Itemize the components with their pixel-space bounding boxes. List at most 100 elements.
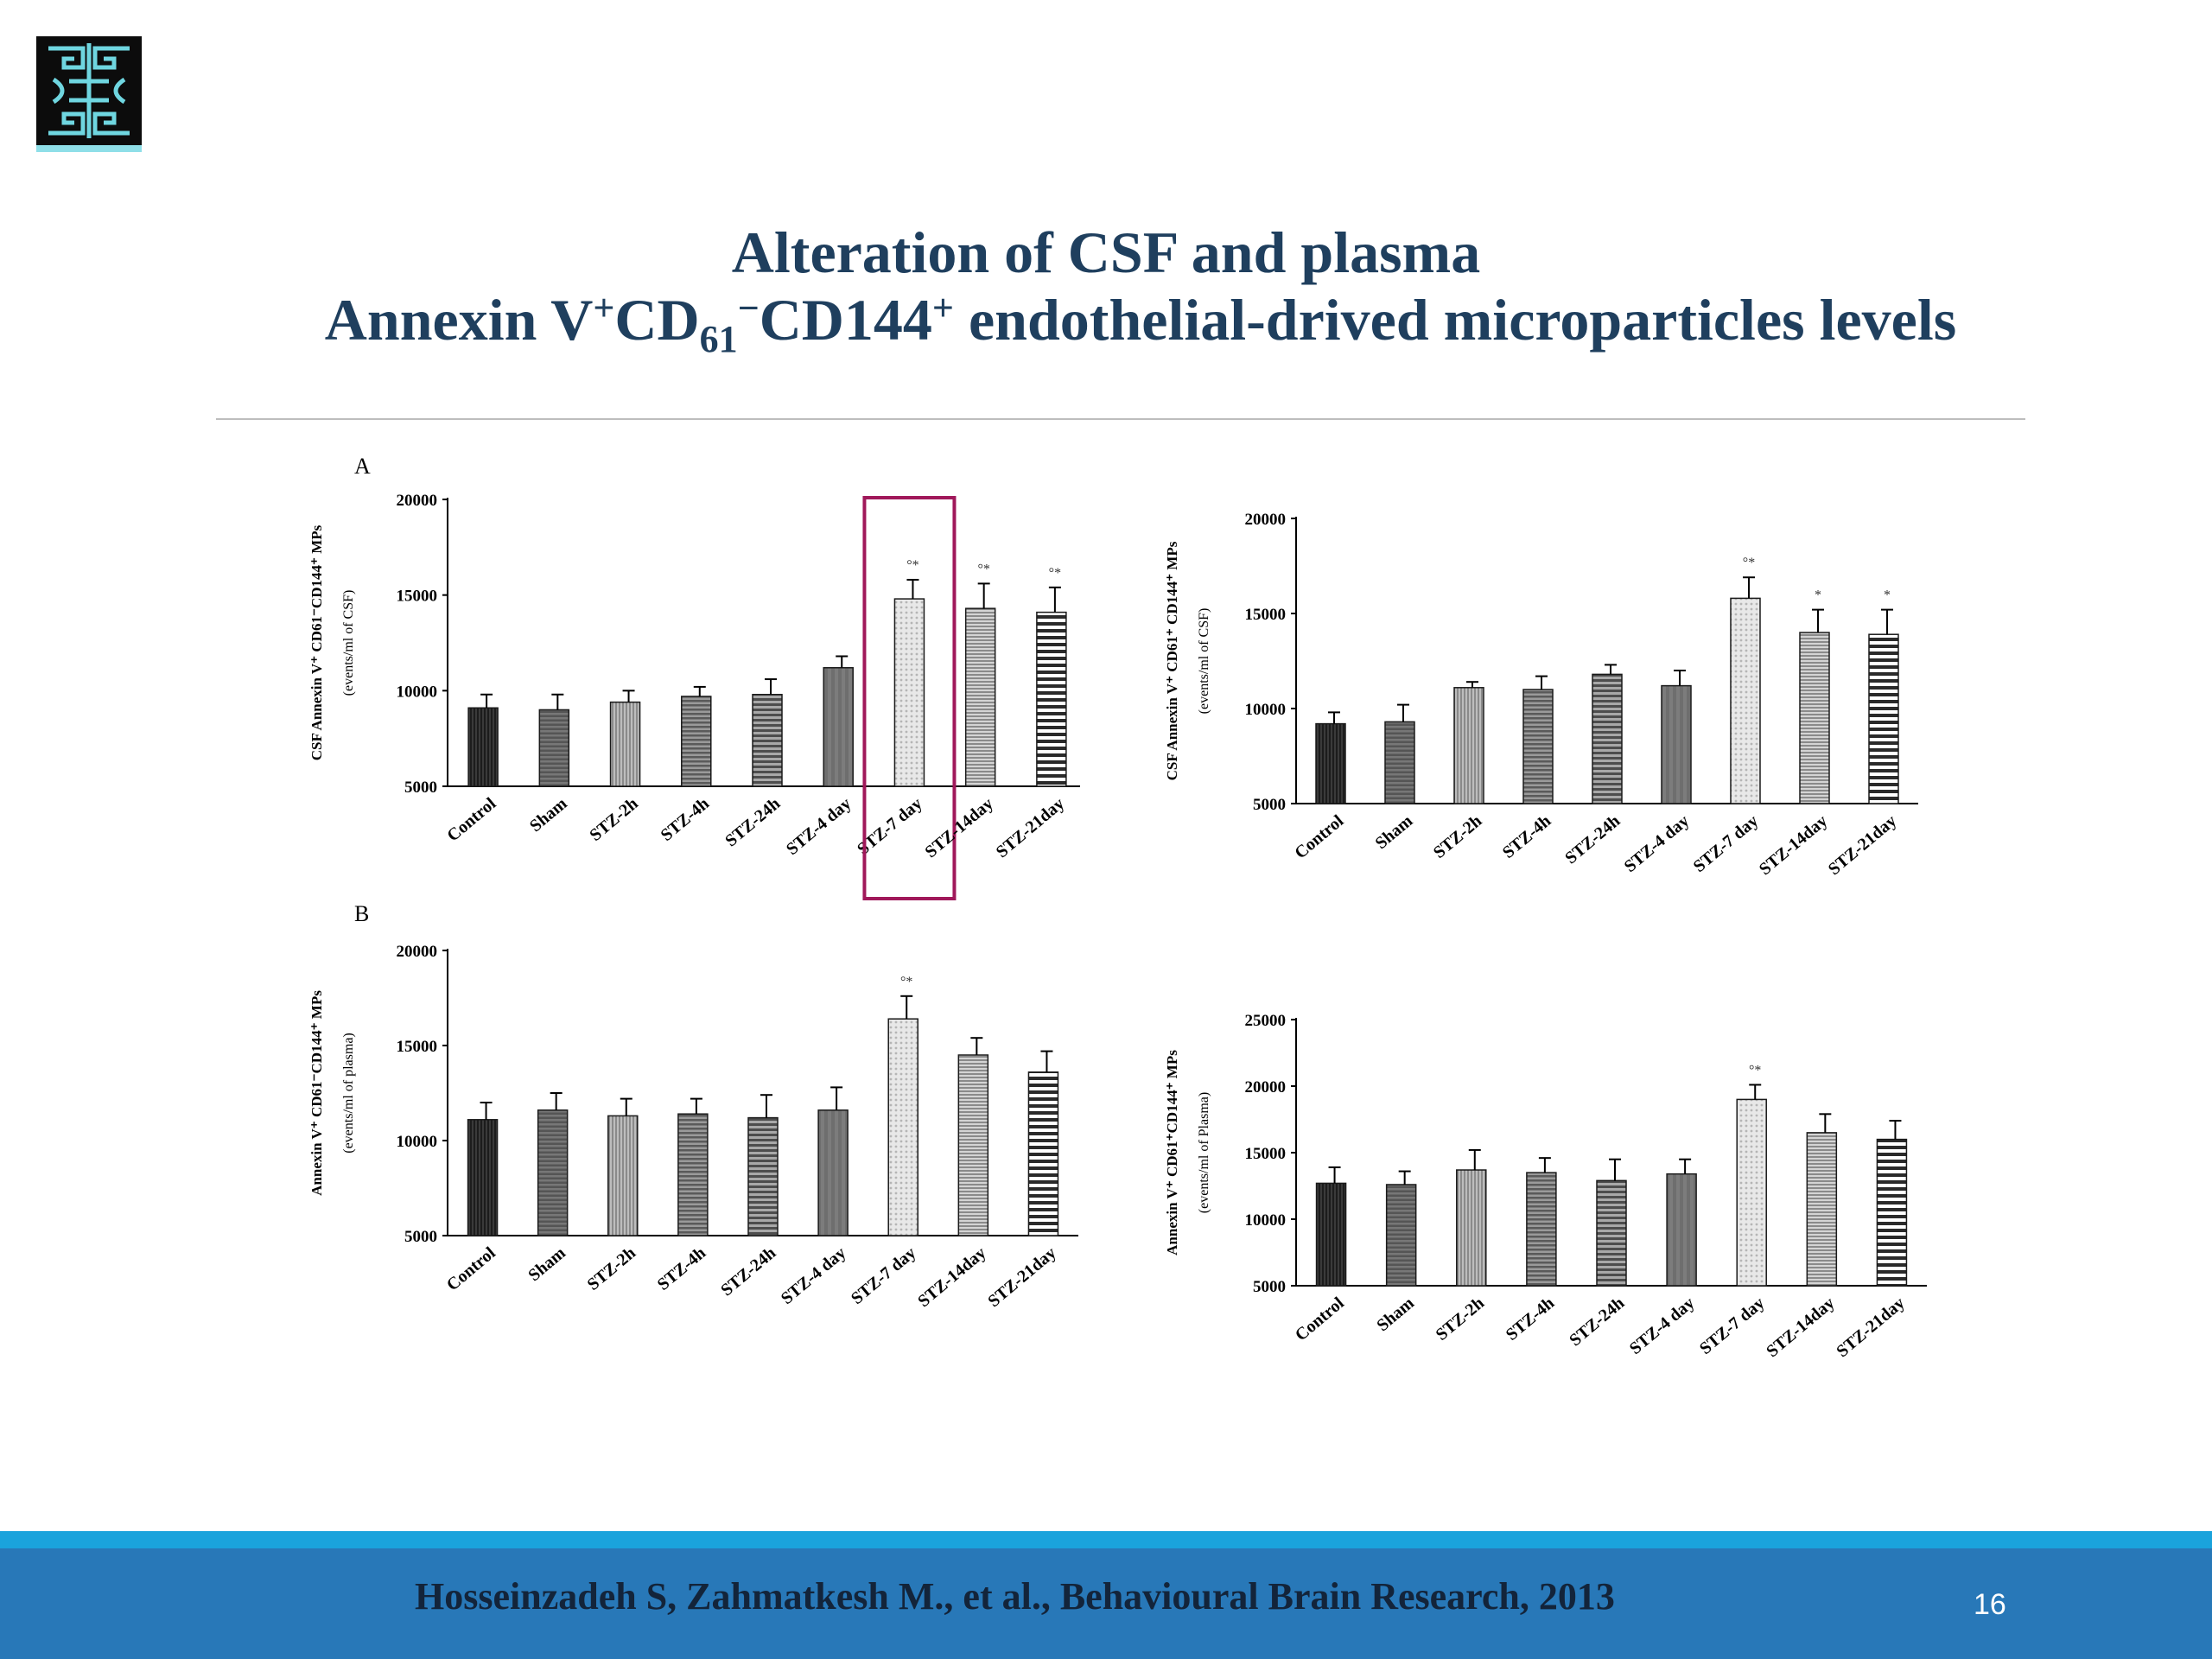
significance-marker: *	[1884, 588, 1891, 603]
y-tick-label: 15000	[1245, 1145, 1287, 1163]
x-tick-label: Control	[1292, 1294, 1348, 1345]
x-tick-label: STZ-14day	[1763, 1294, 1838, 1361]
x-tick-label: STZ-4 day	[1621, 811, 1694, 876]
bar	[537, 1109, 569, 1236]
significance-marker: °*	[1049, 566, 1061, 581]
y-tick-label: 15000	[397, 588, 438, 606]
y-axis-unit-label: (events/ml of CSF)	[1197, 608, 1211, 715]
significance-marker: °*	[977, 562, 989, 576]
significance-marker: °*	[1743, 556, 1755, 570]
bar	[1736, 1098, 1767, 1287]
bar	[681, 696, 712, 787]
bar	[677, 1113, 709, 1236]
x-tick-label: Control	[1291, 811, 1347, 863]
chart-csf-cd61-positive: 5000 10000 15000 20000 CSF Annexin V⁺ CD61⁺ …	[1164, 511, 1918, 879]
bar	[887, 1018, 918, 1236]
bar	[1592, 673, 1623, 804]
title-part: Annexin V	[324, 287, 594, 353]
significance-marker: °*	[906, 558, 918, 573]
y-tick-label: 5000	[404, 779, 437, 797]
x-tick-label: STZ-4h	[1503, 1294, 1558, 1344]
x-tick-label: Sham	[526, 794, 571, 836]
x-tick-label: STZ-7 day	[1696, 1294, 1769, 1358]
bar	[607, 1115, 639, 1236]
y-tick-label: 10000	[397, 1133, 438, 1151]
bar	[1315, 1182, 1347, 1287]
x-tick-label: STZ-2h	[1430, 811, 1485, 862]
chart-csf-cd61-negative: 5000 10000 15000 20000 CSF Annexin V⁺ CD61⁻C…	[308, 454, 1080, 900]
x-tick-label: Sham	[1372, 811, 1417, 854]
y-tick-label: 25000	[1245, 1012, 1287, 1030]
bar	[752, 694, 783, 787]
significance-marker: *	[1815, 588, 1821, 603]
title-part: CD144	[759, 287, 932, 353]
x-tick-label: STZ-4 day	[1626, 1294, 1699, 1358]
y-axis-label: Annexin V⁺ CD61⁻CD144⁺ MPs	[308, 990, 325, 1196]
bar	[1384, 721, 1415, 804]
bar	[609, 701, 641, 787]
x-tick-label: STZ-24h	[721, 794, 784, 850]
y-tick-label: 10000	[397, 683, 438, 701]
title-superscript: +	[593, 287, 615, 329]
x-tick-label: STZ-24h	[1566, 1294, 1628, 1350]
x-tick-label: Sham	[1373, 1294, 1418, 1336]
y-axis-unit-label: (events/ml of CSF)	[341, 590, 356, 696]
x-tick-label: STZ-7 day	[1690, 811, 1763, 876]
bar	[1596, 1179, 1627, 1287]
significance-marker: °*	[1749, 1063, 1761, 1077]
bar	[893, 598, 925, 787]
y-axis-label: CSF Annexin V⁺ CD61⁺ CD144⁺ MPs	[1164, 541, 1180, 780]
y-tick-label: 20000	[397, 492, 438, 510]
x-tick-label: Control	[443, 1243, 499, 1295]
x-tick-label: STZ-21day	[993, 794, 1068, 861]
y-tick-label: 10000	[1245, 701, 1287, 719]
y-tick-label: 20000	[397, 943, 438, 961]
x-tick-label: STZ-4 day	[783, 794, 855, 859]
bar	[1036, 611, 1067, 787]
x-tick-label: STZ-7 day	[848, 1243, 920, 1308]
bar	[1526, 1172, 1557, 1287]
title-divider	[216, 418, 2025, 420]
bar	[747, 1116, 779, 1236]
bar	[1453, 687, 1484, 804]
slide-title-line-2: Annexin V+CD61−CD144+ endothelial-drived…	[35, 285, 2212, 362]
bar	[823, 667, 854, 787]
x-tick-label: STZ-2h	[586, 794, 641, 845]
x-tick-label: STZ-4h	[654, 1243, 709, 1294]
bar	[1799, 632, 1830, 804]
university-logo	[36, 36, 142, 152]
bar	[1730, 597, 1761, 804]
bar	[467, 1119, 499, 1236]
bar	[1027, 1071, 1059, 1236]
y-tick-label: 15000	[1245, 606, 1287, 624]
significance-marker: °*	[900, 975, 912, 989]
x-tick-label: STZ-21day	[1825, 811, 1900, 879]
x-tick-label: STZ-24h	[717, 1243, 779, 1300]
bar	[964, 607, 996, 787]
title-superscript: +	[931, 287, 954, 329]
chart-plasma-cd61-negative: 5000 10000 15000 20000 Annexin V⁺ CD61⁻CD144…	[308, 901, 1078, 1311]
bar	[467, 707, 499, 787]
x-tick-label: STZ-4h	[658, 794, 713, 845]
y-tick-label: 5000	[404, 1228, 437, 1246]
bar	[1385, 1184, 1417, 1287]
bar	[1868, 633, 1899, 804]
bar	[1666, 1173, 1697, 1287]
title-subscript: 61	[699, 318, 738, 360]
bar	[1522, 689, 1554, 804]
y-axis-unit-label: (events/ml of Plasma)	[1197, 1092, 1211, 1213]
y-tick-label: 5000	[1253, 1278, 1286, 1296]
highlight-box	[862, 496, 957, 900]
bar	[1876, 1138, 1908, 1287]
x-tick-label: Sham	[524, 1243, 569, 1286]
bar	[817, 1109, 849, 1236]
x-tick-label: STZ-14day	[922, 794, 997, 861]
x-tick-label: STZ-24h	[1561, 811, 1624, 868]
bar	[1315, 722, 1346, 804]
x-tick-label: STZ-21day	[984, 1243, 1059, 1311]
bar	[1661, 684, 1692, 804]
x-tick-label: Control	[443, 794, 499, 846]
y-axis-label: CSF Annexin V⁺ CD61⁻CD144⁺ MPs	[308, 524, 325, 760]
panel-label: B	[354, 901, 369, 926]
bar	[538, 709, 570, 787]
